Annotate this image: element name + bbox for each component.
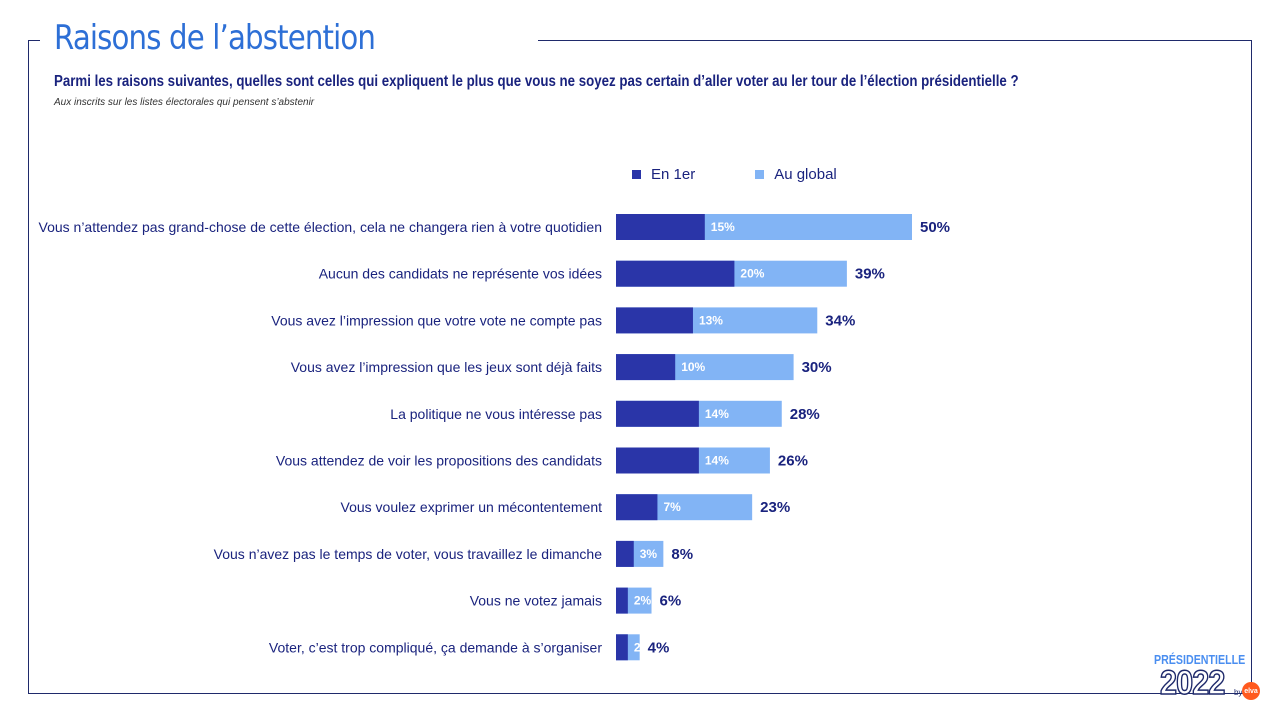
legend-item-global: Au global <box>755 166 837 183</box>
category-label-5: Vous attendez de voir les propositions d… <box>276 453 602 469</box>
legend-label-first: En 1er <box>651 166 696 183</box>
legend-swatch-global <box>755 170 765 179</box>
category-label-0: Vous n’attendez pas grand-chose de cette… <box>39 219 603 235</box>
bar-first-5 <box>616 447 699 474</box>
presidentielle-2022-logo: PRÉSIDENTIELLE 2022 by elva <box>1150 650 1262 706</box>
legend-label-global: Au global <box>774 166 837 183</box>
data-label-first-6: 7% <box>663 500 681 514</box>
slide-frame <box>28 40 1252 694</box>
bar-first-7 <box>616 540 634 567</box>
bar-first-4 <box>616 400 699 427</box>
bar-first-3 <box>616 354 676 381</box>
legend-item-first: En 1er <box>632 166 695 183</box>
bar-first-1 <box>616 260 735 287</box>
bar-first-9 <box>616 634 628 661</box>
bar-first-2 <box>616 307 693 334</box>
data-label-global-7: 8% <box>671 546 693 563</box>
chart-legend: En 1er Au global <box>632 166 897 183</box>
brand-by: by <box>1234 688 1243 697</box>
data-label-first-7: 3% <box>640 547 658 561</box>
bar-first-8 <box>616 587 628 614</box>
category-label-3: Vous avez l’impression que les jeux sont… <box>291 359 602 375</box>
data-label-first-0: 15% <box>711 220 735 234</box>
data-label-global-5: 26% <box>778 453 808 470</box>
category-label-4: La politique ne vous intéresse pas <box>390 406 602 422</box>
legend-swatch-first <box>632 170 641 179</box>
category-label-6: Vous voulez exprimer un mécontentement <box>341 499 603 515</box>
data-label-global-6: 23% <box>760 499 790 516</box>
brand-year: 2022 <box>1159 663 1226 703</box>
data-label-first-5: 14% <box>705 454 729 468</box>
data-label-global-1: 39% <box>855 266 885 283</box>
data-label-global-9: 4% <box>648 639 670 656</box>
data-label-first-2: 13% <box>699 313 723 327</box>
data-label-first-8: 2% <box>634 594 652 608</box>
data-label-global-8: 6% <box>660 593 682 610</box>
category-label-7: Vous n’avez pas le temps de voter, vous … <box>214 546 603 562</box>
category-label-1: Aucun des candidats ne représente vos id… <box>319 266 602 282</box>
data-label-first-1: 20% <box>740 267 764 281</box>
survey-question: Parmi les raisons suivantes, quelles son… <box>54 73 1019 90</box>
survey-base-note: Aux inscrits sur les listes électorales … <box>54 97 315 108</box>
data-label-global-0: 50% <box>920 219 950 236</box>
data-label-global-2: 34% <box>825 312 855 329</box>
data-label-global-4: 28% <box>790 406 820 423</box>
category-label-2: Vous avez l’impression que votre vote ne… <box>271 312 602 328</box>
category-label-8: Vous ne votez jamais <box>470 593 602 609</box>
title-backdrop <box>40 18 538 64</box>
brand-top-text: PRÉSIDENTIELLE <box>1154 652 1246 667</box>
category-label-9: Voter, c’est trop compliqué, ça demande … <box>269 639 602 655</box>
bar-first-0 <box>616 214 705 240</box>
data-label-first-3: 10% <box>681 360 705 374</box>
data-label-first-9: 2% <box>634 640 652 654</box>
slide-title: Raisons de l’abstention <box>54 18 376 58</box>
elva-logo: elva <box>1242 682 1260 700</box>
data-label-first-4: 14% <box>705 407 729 421</box>
bar-first-6 <box>616 494 658 521</box>
data-label-global-3: 30% <box>802 359 832 376</box>
